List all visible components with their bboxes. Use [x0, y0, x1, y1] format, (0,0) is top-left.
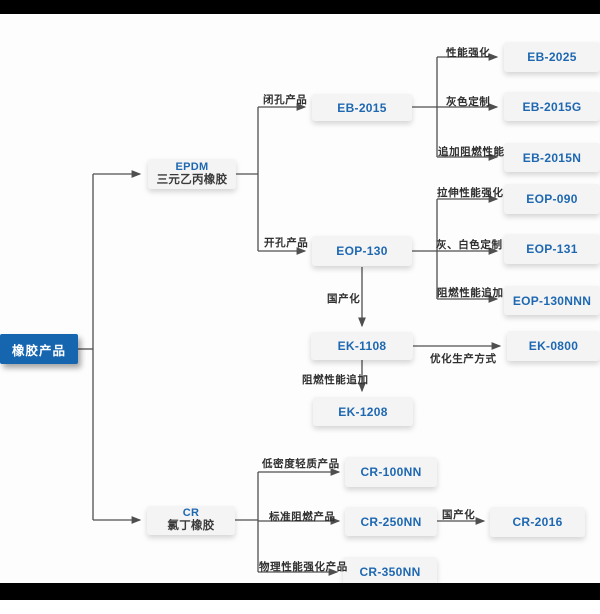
node-eop-130: EOP-130: [312, 236, 412, 266]
node-eb-2025: EB-2025: [504, 42, 600, 72]
edge-label-optimized-production: 优化生产方式: [430, 353, 497, 365]
node-eop-131: EOP-131: [504, 234, 600, 264]
node-eb-2015g: EB-2015G: [504, 92, 600, 121]
edge-label-add-flame: 追加阻燃性能: [438, 146, 505, 158]
node-cr-subtitle: 氯丁橡胶: [167, 520, 215, 533]
edge-label-closed-cell: 闭孔产品: [263, 94, 308, 106]
edge-label-standard-flame: 标准阻燃产品: [269, 511, 336, 523]
edge-label-open-cell: 开孔产品: [264, 237, 309, 249]
letterbox-bottom: [0, 583, 600, 600]
node-eb-2015: EB-2015: [312, 94, 412, 121]
node-ek-1208: EK-1208: [313, 397, 413, 426]
node-cr-350nn: CR-350NN: [343, 557, 437, 586]
edge-label-low-density: 低密度轻质产品: [262, 458, 340, 470]
node-epdm-title: EPDM: [175, 160, 209, 173]
node-epdm-subtitle: 三元乙丙橡胶: [156, 173, 228, 186]
edge-label-flame-add-eop: 阻燃性能追加: [437, 287, 504, 299]
node-cr: CR 氯丁橡胶: [147, 506, 235, 535]
node-epdm: EPDM 三元乙丙橡胶: [148, 159, 236, 189]
edge-label-physical-boost: 物理性能强化产品: [259, 561, 348, 573]
edge-label-localization-ek: 国产化: [327, 293, 361, 305]
letterbox-top: [0, 0, 600, 14]
node-cr-2016: CR-2016: [490, 507, 585, 537]
edge-label-gray-white-custom: 灰、白色定制: [436, 239, 503, 251]
node-eop-130nnn: EOP-130NNN: [504, 286, 600, 315]
node-ek-0800: EK-0800: [507, 331, 600, 361]
node-cr-title: CR: [182, 507, 200, 519]
node-eop-090: EOP-090: [504, 184, 600, 214]
edge-label-tensile-boost: 拉伸性能强化: [437, 187, 504, 199]
node-rubber-products: 橡胶产品: [0, 334, 78, 364]
edge-label-perf-boost: 性能强化: [446, 47, 491, 59]
node-cr-100nn: CR-100NN: [345, 457, 437, 487]
edge-label-gray-custom: 灰色定制: [446, 96, 491, 108]
diagram-canvas: 橡胶产品 EPDM 三元乙丙橡胶 CR 氯丁橡胶 EB-2015 EB-2025…: [0, 14, 600, 586]
edge-label-flame-add-ek: 阻燃性能追加: [302, 374, 369, 386]
edge-label-localization-cr: 国产化: [442, 509, 476, 521]
node-eb-2015n: EB-2015N: [504, 143, 600, 172]
node-cr-250nn: CR-250NN: [345, 507, 437, 536]
node-ek-1108: EK-1108: [311, 332, 413, 360]
